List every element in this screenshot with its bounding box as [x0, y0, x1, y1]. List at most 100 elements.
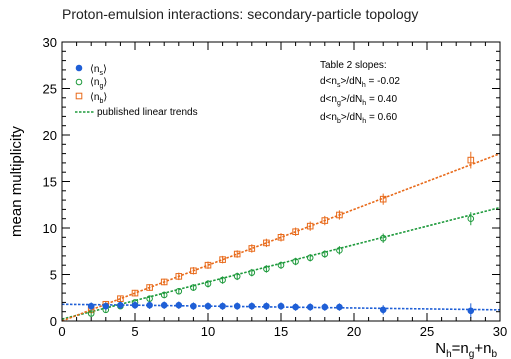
data-point [277, 302, 285, 310]
annotation-nb-sub1: b [337, 118, 341, 125]
annotation-ng-post: = 0.40 [366, 94, 397, 105]
data-point [467, 307, 475, 315]
data-point [336, 303, 343, 311]
x-tick-label: 0 [58, 324, 65, 339]
y-tick-label: 25 [43, 82, 57, 97]
data-point [160, 278, 168, 286]
data-point [467, 156, 475, 164]
legend: ⟨ns⟩ ⟨ng⟩ ⟨nb⟩ published linear trends [75, 64, 198, 118]
data-point [263, 265, 270, 273]
legend-label-nb: ⟨nb⟩ [90, 92, 107, 105]
data-point [306, 254, 314, 262]
series-0 [87, 301, 475, 319]
data-point [146, 284, 153, 291]
data-point [379, 306, 387, 314]
legend-label-ng: ⟨ng⟩ [90, 77, 107, 90]
data-point [175, 287, 183, 295]
data-point [277, 261, 285, 269]
legend-label-ns-post: ⟩ [103, 64, 107, 75]
data-point [175, 301, 183, 309]
data-point [160, 291, 168, 299]
y-axis-title: mean multiplicity [8, 126, 25, 237]
legend-label-ns: ⟨ns⟩ [90, 64, 107, 77]
data-point [467, 215, 475, 222]
x-tick-label: 10 [201, 324, 215, 339]
plot-frame [61, 41, 501, 322]
x-axis-title: Nh=ng+nb [435, 340, 497, 359]
data-point [248, 302, 256, 310]
annotation-nb-pre: d<n [320, 112, 337, 123]
annotation-nb-mid: >/dN [341, 112, 362, 123]
data-point [321, 250, 329, 258]
data-point [306, 222, 314, 230]
x-tick-label: 25 [420, 324, 434, 339]
x-axis-title-sub-1: g [469, 349, 475, 359]
data-point [190, 267, 197, 275]
annotation-line-ng: d<ng>/dNh = 0.40 [320, 94, 397, 107]
data-point [219, 256, 226, 263]
axis-ticks: 0 5 10 15 20 25 30 0 5 10 15 20 25 30 [43, 35, 508, 339]
data-point [306, 303, 314, 311]
data-point [204, 261, 212, 269]
data-point [233, 302, 241, 310]
slopes-annotation: Table 2 slopes: d<ns>/dNh = -0.02 d<ng>/… [320, 60, 400, 125]
data-point [102, 302, 110, 310]
annotation-title: Table 2 slopes: [320, 60, 387, 71]
x-tick-label: 30 [493, 324, 507, 339]
annotation-ng-sub2: h [362, 100, 366, 107]
data-point [292, 228, 299, 236]
annotation-ng-sub1: g [337, 100, 341, 107]
legend-label-ng-post: ⟩ [103, 77, 107, 88]
data-point [336, 211, 343, 219]
x-axis-title-rest-2: +n [474, 340, 491, 357]
data-point [219, 276, 226, 284]
chart-title: Proton-emulsion interactions: secondary-… [62, 6, 419, 22]
annotation-ng-pre: d<n [320, 94, 337, 105]
legend-marker-0 [75, 64, 83, 72]
x-tick-label: 15 [274, 324, 288, 339]
data-point [336, 247, 343, 254]
data-point [248, 269, 256, 276]
data-series [87, 151, 475, 319]
legend-label-ng-pre: ⟨n [90, 77, 99, 88]
x-axis-title-sub: h [446, 349, 452, 359]
annotation-ns-mid: >/dN [340, 76, 361, 87]
y-tick-label: 20 [43, 128, 57, 143]
data-point [233, 273, 241, 280]
annotation-line-nb: d<nb>/dNh = 0.60 [320, 112, 397, 125]
data-point [263, 239, 270, 247]
data-point [146, 301, 153, 309]
data-point [379, 234, 387, 242]
annotation-line-ns: d<ns>/dNh = -0.02 [320, 76, 400, 89]
x-axis-title-sub-2: b [491, 349, 497, 359]
x-axis-title-main: N [435, 340, 446, 357]
data-point [117, 301, 124, 309]
data-point [292, 258, 299, 265]
data-point [321, 303, 329, 311]
data-point [190, 302, 197, 310]
y-tick-label: 0 [50, 314, 57, 329]
data-point [190, 284, 197, 291]
data-point [204, 280, 212, 288]
x-tick-label: 5 [131, 324, 138, 339]
data-point [233, 250, 241, 258]
data-point [248, 245, 256, 252]
legend-label-nb-pre: ⟨n [90, 92, 99, 103]
data-point [131, 289, 139, 297]
data-point [87, 302, 95, 310]
data-point [87, 310, 95, 317]
legend-label-ng-sub: g [99, 83, 103, 90]
data-point [379, 195, 387, 203]
legend-label-nb-sub: b [99, 98, 103, 105]
annotation-nb-post: = 0.60 [366, 112, 397, 123]
legend-label-nb-post: ⟩ [103, 92, 107, 103]
y-tick-label: 5 [50, 268, 57, 283]
annotation-ng-mid: >/dN [341, 94, 362, 105]
legend-markers [75, 64, 94, 113]
data-point [175, 273, 183, 280]
data-point [131, 301, 139, 309]
data-point [263, 302, 270, 310]
annotation-ns-sub2: h [362, 82, 366, 89]
legend-label-ns-pre: ⟨n [90, 64, 99, 75]
